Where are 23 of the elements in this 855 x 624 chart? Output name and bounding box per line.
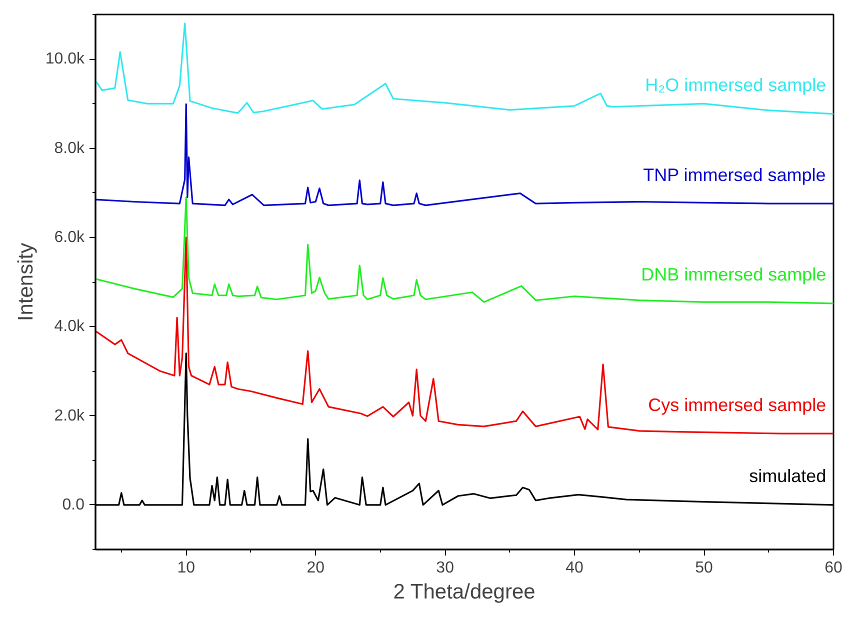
- series-label: TNP immersed sample: [643, 164, 826, 185]
- x-tick-label: 10: [177, 560, 196, 576]
- x-tick-label: 50: [695, 560, 714, 576]
- x-tick-label: 40: [566, 560, 584, 576]
- y-tick-label: 8.0k: [54, 140, 86, 157]
- line-series: [96, 103, 834, 206]
- series-label: simulated: [749, 466, 826, 486]
- series-label: Cys immersed sample: [648, 394, 826, 415]
- x-axis-title: 2 Theta/degree: [393, 580, 536, 604]
- series-label: DNB immersed sample: [641, 264, 826, 285]
- series-label: H₂O immersed sample: [645, 75, 826, 96]
- x-tick-label: 60: [824, 560, 842, 576]
- y-tick-label: 0.0: [62, 496, 85, 514]
- line-series: [96, 196, 834, 304]
- x-tick-label: 20: [306, 560, 325, 576]
- line-series: [96, 236, 834, 434]
- y-tick-label: 4.0k: [54, 318, 86, 336]
- y-tick-label: 10.0k: [45, 50, 86, 68]
- x-tick-label: 30: [436, 560, 454, 576]
- line-series: [96, 22, 834, 115]
- y-tick-label: 2.0k: [54, 407, 86, 424]
- y-axis-title: Intensity: [14, 242, 38, 322]
- y-tick-label: 6.0k: [54, 228, 86, 246]
